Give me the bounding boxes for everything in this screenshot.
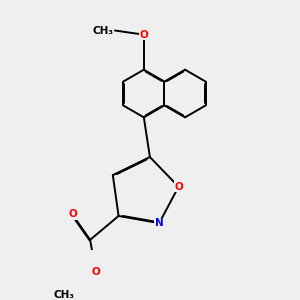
Text: O: O xyxy=(68,209,77,220)
Text: CH₃: CH₃ xyxy=(54,290,75,300)
Text: CH₃: CH₃ xyxy=(93,26,114,35)
Text: O: O xyxy=(91,266,100,277)
Text: O: O xyxy=(140,30,148,40)
Text: N: N xyxy=(155,218,164,228)
Text: O: O xyxy=(174,182,183,192)
